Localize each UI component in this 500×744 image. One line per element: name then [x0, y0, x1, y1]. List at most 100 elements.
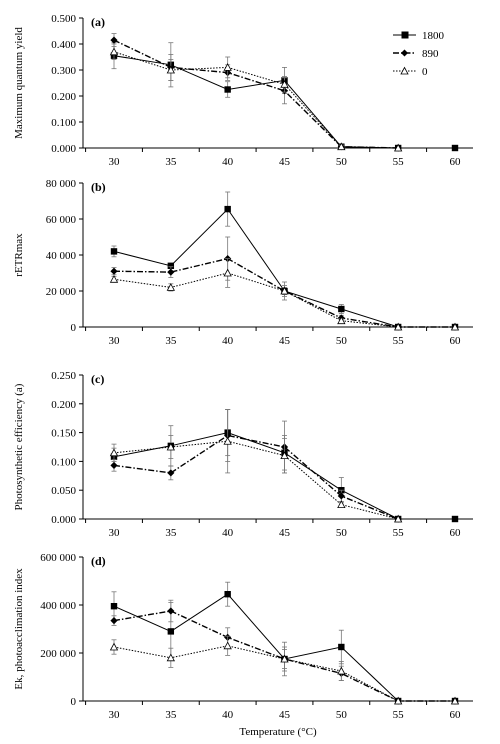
x-tick-label: 50 [336, 527, 348, 539]
y-tick-label: 0.300 [51, 65, 76, 77]
series-890 [110, 33, 402, 152]
series-890 [110, 409, 402, 523]
legend-label-0: 0 [422, 66, 428, 78]
data-point [451, 144, 459, 152]
data-point [166, 65, 176, 74]
y-tick-label: 0 [71, 696, 77, 708]
panel-label: (d) [91, 554, 106, 568]
data-point [166, 283, 176, 291]
data-point [223, 63, 232, 71]
data-point [337, 142, 346, 151]
x-tick-label: 35 [165, 156, 177, 168]
data-point [280, 451, 289, 460]
panel-label: (b) [91, 180, 106, 194]
x-tick-label: 45 [279, 527, 291, 539]
data-point [110, 248, 118, 255]
data-point [337, 316, 346, 325]
y-tick-label: 60 000 [46, 214, 77, 226]
data-point [110, 461, 118, 470]
y-tick-label: 0.400 [51, 39, 76, 51]
x-tick-label: 30 [109, 156, 121, 168]
x-tick-label: 60 [450, 156, 462, 168]
data-point [109, 47, 119, 56]
data-point [280, 286, 289, 295]
series-0 [109, 43, 403, 152]
x-axis-label: Temperature (°C) [239, 726, 317, 738]
x-tick-label: 40 [222, 527, 234, 539]
data-point [166, 653, 176, 662]
x-tick-label: 40 [222, 335, 234, 347]
legend: 1800 890 0 [393, 30, 445, 78]
x-tick-label: 30 [109, 709, 121, 721]
x-tick-label: 60 [450, 527, 462, 539]
data-point [337, 500, 346, 509]
x-tick-label: 40 [222, 709, 234, 721]
panel-1: 0.000 0.100 0.200 0.300 0.400 0.500 30 35 40 45 50… [13, 13, 473, 168]
data-point [110, 603, 118, 610]
x-tick-label: 40 [222, 156, 234, 168]
data-point [167, 262, 175, 269]
data-point [223, 268, 232, 277]
x-tick-label: 45 [279, 156, 291, 168]
x-tick-label: 45 [279, 335, 291, 347]
data-point [338, 305, 345, 313]
data-point [280, 79, 289, 88]
data-point [224, 591, 231, 598]
y-tick-label: 200 000 [40, 648, 76, 660]
data-point [109, 448, 119, 457]
data-point [166, 442, 176, 451]
y-tick-label: 0.200 [51, 399, 76, 411]
series-0 [109, 409, 403, 523]
data-point [450, 322, 460, 331]
data-point [223, 641, 232, 650]
data-point [393, 143, 403, 152]
y-tick-label: 40 000 [46, 250, 77, 262]
series-line-890 [113, 39, 399, 149]
data-point [393, 696, 403, 705]
x-tick-label: 60 [450, 335, 462, 347]
data-point [167, 469, 175, 477]
y-tick-label: 0.000 [51, 143, 76, 155]
y-tick-label: 0.050 [51, 485, 76, 497]
panel-label: (c) [91, 372, 104, 386]
data-point [393, 322, 403, 331]
data-point [223, 436, 232, 445]
y-axis-label: Ek, photoacclimation index [13, 568, 25, 690]
data-point [224, 86, 231, 93]
panel-2: 0 20 000 40 000 60 000 80 000 30 35 40 45 50 55 60 (… [13, 178, 473, 347]
y-tick-label: 0.000 [51, 514, 76, 526]
y-tick-label: 20 000 [46, 286, 77, 298]
legend-marker-0 [400, 66, 409, 75]
y-tick-label: 0.100 [51, 456, 76, 468]
y-axis-label: Photosynthetic efficiency (a) [13, 383, 25, 510]
series-line-0 [113, 440, 399, 520]
y-tick-label: 0.250 [51, 370, 76, 382]
x-tick-label: 35 [165, 709, 177, 721]
panel-label: (a) [91, 15, 105, 29]
data-point [280, 654, 289, 663]
data-point [167, 268, 175, 276]
data-point [110, 267, 118, 275]
data-point [167, 607, 175, 615]
series-0 [109, 635, 460, 705]
data-point [110, 36, 118, 44]
data-point [110, 617, 118, 625]
data-point [338, 643, 345, 651]
y-tick-label: 0.500 [51, 13, 76, 25]
x-tick-label: 50 [336, 156, 348, 168]
data-point [109, 642, 119, 651]
series-line-0 [113, 51, 399, 149]
data-point [393, 514, 403, 523]
data-point [451, 515, 459, 523]
data-point [337, 492, 345, 500]
x-tick-label: 55 [393, 335, 405, 347]
data-point [337, 666, 346, 675]
y-tick-label: 0.150 [51, 428, 76, 440]
legend-label-1800: 1800 [422, 30, 445, 42]
y-axis-label: rETRmax [13, 233, 25, 277]
x-tick-label: 50 [336, 709, 348, 721]
panel-4: 0 200 000 400 000 600 000 30 35 40 45 50 55 60 (d) E… [13, 552, 473, 738]
legend-marker-1800 [401, 31, 409, 39]
legend-label-890: 890 [422, 48, 439, 60]
series-line-890 [113, 434, 399, 520]
